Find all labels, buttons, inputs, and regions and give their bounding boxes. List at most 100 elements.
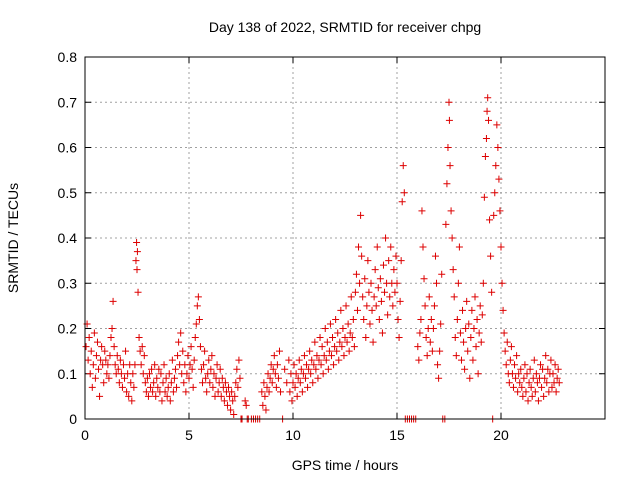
data-point: [338, 343, 346, 351]
data-point: [377, 297, 385, 305]
data-point: [485, 116, 493, 124]
data-point: [149, 388, 157, 396]
data-point: [227, 406, 235, 414]
data-point: [356, 279, 364, 287]
data-point: [438, 270, 446, 278]
data-point: [475, 329, 483, 337]
data-point: [493, 121, 501, 129]
data-point: [233, 365, 241, 373]
data-point: [487, 252, 495, 260]
y-tick-label: 0: [69, 411, 77, 427]
data-point: [267, 361, 275, 369]
data-point: [540, 392, 548, 400]
data-point: [192, 320, 200, 328]
data-point: [138, 343, 146, 351]
data-point: [122, 347, 130, 355]
data-point: [102, 356, 110, 364]
data-point: [382, 234, 390, 242]
data-point: [297, 365, 305, 373]
y-tick-label: 0.4: [58, 230, 78, 246]
data-point: [174, 352, 182, 360]
data-point: [519, 392, 527, 400]
data-point: [490, 211, 498, 219]
data-point: [323, 338, 331, 346]
data-point: [309, 379, 317, 387]
data-point: [416, 329, 424, 337]
data-point: [349, 315, 357, 323]
data-point: [225, 383, 233, 391]
data-point: [131, 361, 139, 369]
data-point: [217, 392, 225, 400]
data-point: [82, 343, 90, 351]
data-point: [168, 356, 176, 364]
data-point: [289, 379, 297, 387]
data-point: [494, 144, 502, 151]
data-point: [140, 352, 148, 360]
data-point: [208, 352, 216, 360]
data-point: [230, 410, 238, 418]
data-point: [180, 379, 188, 387]
data-point: [186, 361, 194, 369]
data-point: [346, 329, 354, 337]
data-point: [324, 365, 332, 373]
data-point: [379, 261, 387, 269]
data-point: [471, 293, 479, 301]
data-point: [444, 144, 452, 151]
data-point: [515, 370, 523, 378]
data-point: [290, 361, 298, 369]
data-point: [132, 257, 140, 265]
data-point: [269, 365, 277, 373]
data-point: [107, 334, 115, 342]
data-point: [283, 379, 291, 387]
data-point: [454, 279, 462, 287]
data-point: [85, 334, 93, 342]
data-point: [517, 365, 525, 373]
data-point: [449, 266, 457, 274]
data-point: [261, 392, 269, 400]
data-point: [214, 388, 222, 396]
data-point: [326, 320, 334, 328]
data-point: [513, 352, 521, 360]
data-point: [100, 379, 108, 387]
data-point: [363, 302, 371, 310]
data-point: [318, 343, 326, 351]
x-tick-label: 10: [285, 427, 301, 443]
data-point: [310, 361, 318, 369]
data-point: [308, 356, 316, 364]
data-point: [340, 352, 348, 360]
data-point: [486, 216, 494, 224]
data-point: [273, 361, 281, 369]
data-point: [522, 388, 530, 396]
data-point: [213, 361, 221, 369]
data-point: [228, 388, 236, 396]
data-point: [343, 338, 351, 346]
data-point: [312, 365, 320, 373]
y-tick-label: 0.8: [58, 49, 78, 65]
data-point: [111, 361, 119, 369]
data-point: [361, 275, 369, 283]
data-point: [88, 383, 96, 391]
data-point: [344, 320, 352, 328]
data-point: [544, 365, 552, 373]
data-point: [265, 388, 273, 396]
data-point: [215, 379, 223, 387]
data-point: [316, 334, 324, 342]
data-point: [207, 365, 215, 373]
data-point: [232, 379, 240, 387]
data-point: [523, 370, 531, 378]
data-point: [455, 243, 463, 251]
data-point: [525, 379, 533, 387]
data-point: [307, 370, 315, 378]
data-point: [142, 388, 150, 396]
data-point: [521, 361, 529, 369]
data-point: [355, 243, 363, 251]
data-point: [331, 343, 339, 351]
data-point: [456, 329, 464, 337]
data-point: [315, 356, 323, 364]
data-point: [125, 392, 133, 400]
data-point: [193, 302, 201, 310]
data-point: [512, 374, 520, 382]
data-point: [333, 347, 341, 355]
data-point: [367, 279, 375, 287]
